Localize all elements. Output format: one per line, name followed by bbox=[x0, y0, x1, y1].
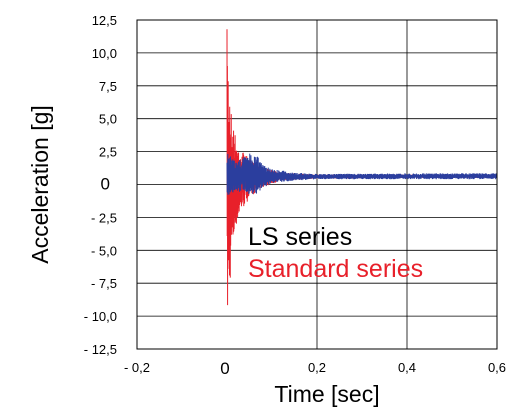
y-tick-label: - 5,0 bbox=[91, 243, 117, 258]
x-tick-label: 0,4 bbox=[398, 360, 416, 375]
y-tick-label: 12,5 bbox=[92, 13, 117, 28]
grid-lines bbox=[137, 20, 497, 349]
series-line-ls-series bbox=[226, 153, 498, 195]
y-tick-label: 10,0 bbox=[92, 46, 117, 61]
y-tick-label: 5,0 bbox=[99, 112, 117, 127]
y-tick-label: 0 bbox=[101, 175, 110, 194]
y-tick-label: - 12,5 bbox=[84, 342, 117, 357]
plot-frame bbox=[136, 19, 498, 350]
y-tick-label: 2,5 bbox=[99, 145, 117, 160]
legend-ls-series: LS series bbox=[248, 223, 352, 251]
y-tick-label: - 2,5 bbox=[91, 210, 117, 225]
legend-standard-series: Standard series bbox=[248, 255, 423, 283]
x-axis-title: Time [sec] bbox=[274, 381, 379, 407]
x-tick-label: 0 bbox=[220, 359, 229, 378]
x-tick-label: - 0,2 bbox=[124, 360, 150, 375]
y-tick-label: - 7,5 bbox=[91, 276, 117, 291]
tick-labels: 12,5 10,0 7,5 5,0 2,5 0 - 2,5 - 5,0 - 7,5 - 10,0 -… bbox=[84, 13, 506, 378]
series-traces bbox=[226, 29, 498, 306]
x-tick-label: 0,2 bbox=[308, 360, 326, 375]
x-tick-label: 0,6 bbox=[488, 360, 506, 375]
y-axis-title: Acceleration [g] bbox=[27, 105, 53, 264]
y-tick-label: - 10,0 bbox=[84, 309, 117, 324]
y-tick-label: 7,5 bbox=[99, 79, 117, 94]
